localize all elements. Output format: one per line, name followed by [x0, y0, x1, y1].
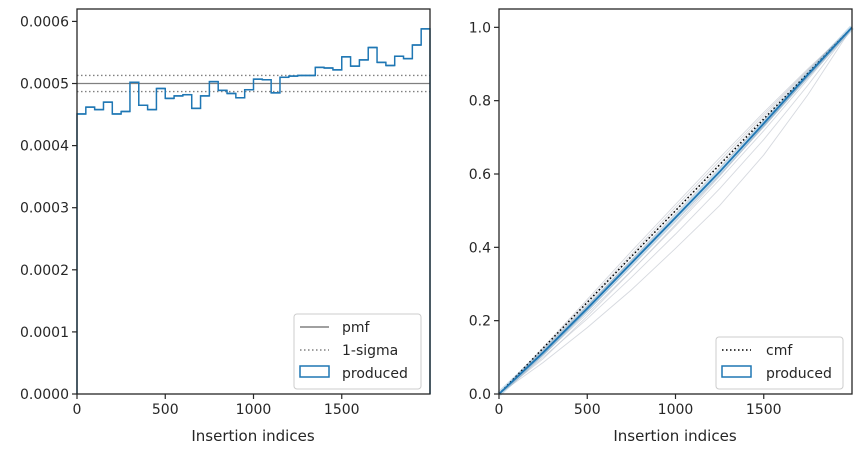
right-chart: 0 500 1000 1500 0.0 0.2 0.4 0.6 0.8 1.0 Insertio…	[469, 8, 854, 445]
legend-pmf-label: pmf	[342, 320, 371, 336]
left-y-tick-label: 0.0006	[20, 14, 69, 30]
right-plot-area	[499, 9, 852, 394]
right-x-axis-label: Insertion indices	[613, 427, 736, 445]
right-y-tick-label: 0.0	[469, 387, 491, 403]
produced-line	[498, 26, 853, 395]
left-x-tick-label: 0	[73, 402, 82, 418]
right-x-tick-label: 500	[574, 402, 601, 418]
right-y-tick-label: 0.4	[469, 240, 491, 256]
cmf-line	[498, 26, 853, 395]
left-x-tick-label: 500	[152, 402, 179, 418]
left-y-tick-label: 0.0000	[20, 387, 69, 403]
legend-produced-swatch-right	[721, 365, 752, 378]
run-line	[498, 27, 853, 395]
run-line	[498, 27, 853, 395]
right-x-tick-label: 1000	[658, 402, 694, 418]
run-line	[498, 27, 853, 395]
legend-produced-swatch	[299, 365, 330, 378]
left-legend-box	[293, 313, 422, 390]
left-chart: 0 500 1000 1500 0.0000 0.0001 0.0002 0.0003 0.0…	[20, 8, 431, 445]
legend-cmf-label: cmf	[766, 343, 793, 359]
legend-produced-label: produced	[342, 366, 408, 382]
left-y-tick-label: 0.0001	[20, 325, 69, 341]
run-line	[498, 27, 853, 395]
right-x-tick-label: 1500	[746, 402, 782, 418]
left-y-tick-label: 0.0002	[20, 263, 69, 279]
right-y-tick-label: 0.2	[469, 314, 491, 330]
left-y-tick-label: 0.0003	[20, 201, 69, 217]
run-line	[498, 27, 853, 395]
right-legend: cmf produced	[715, 336, 844, 390]
right-y-tick-label: 0.8	[469, 94, 491, 110]
right-x-tick-label: 0	[495, 402, 504, 418]
run-line	[498, 27, 853, 395]
run-line	[498, 27, 853, 395]
left-x-tick-label: 1000	[236, 402, 272, 418]
legend-produced-label-right: produced	[766, 366, 832, 382]
left-y-tick-label: 0.0004	[20, 139, 69, 155]
left-y-tick-label: 0.0005	[20, 77, 69, 93]
right-legend-box	[715, 336, 844, 390]
legend-sigma-label: 1-sigma	[342, 343, 398, 359]
left-x-tick-label: 1500	[324, 402, 360, 418]
right-y-tick-label: 0.6	[469, 167, 491, 183]
left-legend: pmf 1-sigma produced	[293, 313, 422, 390]
left-x-axis-label: Insertion indices	[191, 427, 314, 445]
right-y-tick-label: 1.0	[469, 20, 491, 36]
